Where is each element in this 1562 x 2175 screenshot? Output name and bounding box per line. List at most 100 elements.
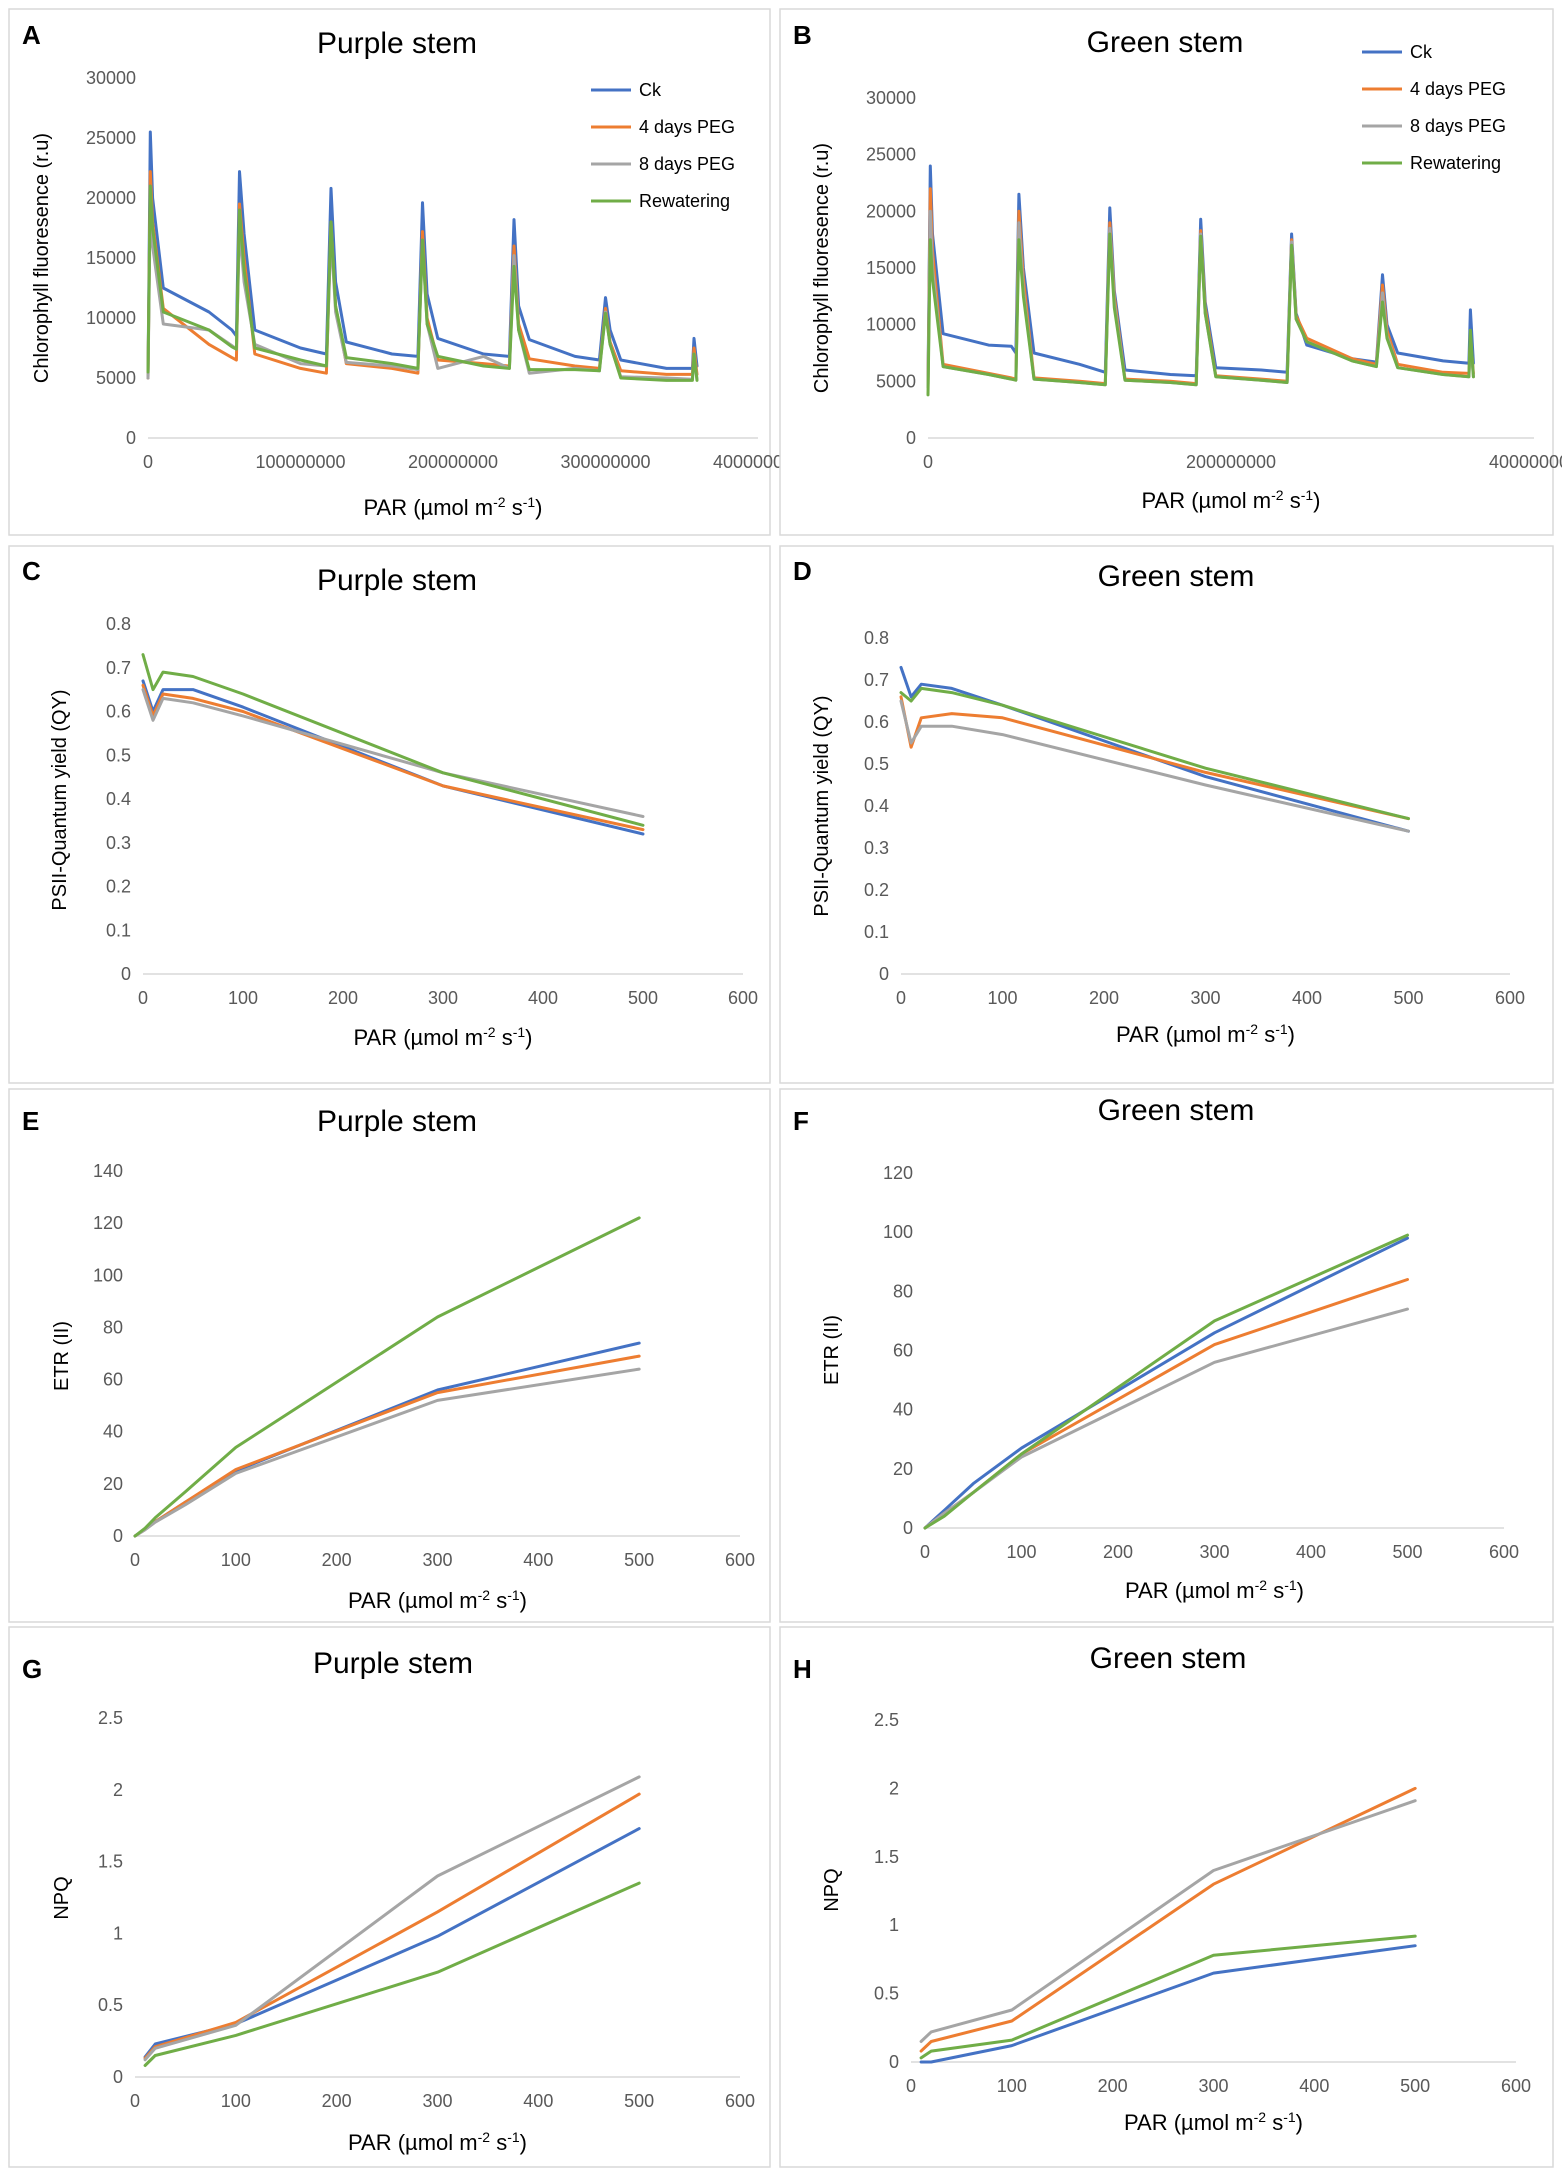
y-tick-label: 60 [893,1341,913,1361]
y-tick-label: 0 [906,428,916,448]
chart-title: Purple stem [317,27,477,60]
panel-border [8,1626,771,2168]
chart-title: Green stem [1098,1094,1255,1127]
x-axis-label-part: -1 [507,2129,520,2145]
series-line-4-days-peg [899,695,1410,821]
panel-letter: D [793,556,812,586]
y-tick-label: 80 [103,1317,123,1337]
y-axis-label: ETR (II) [51,1321,73,1391]
y-tick-label: 60 [103,1370,123,1390]
panel-border [8,8,771,536]
x-axis-label-part: ) [1297,1578,1304,1603]
y-tick-label: 0.5 [98,1995,123,2015]
x-axis-label-part: ) [1296,2110,1303,2135]
x-tick-label: 200 [322,2091,352,2111]
panel-g: G Purple stem 0 0.5 1 1.5 2 2.5 0 100 200 300 400 500… [8,1626,771,2168]
x-axis-label-part: PAR (µmol m [348,2130,478,2155]
x-tick-label: 100 [221,2091,251,2111]
y-tick-label: 30000 [86,68,136,88]
y-tick-label: 0 [879,964,889,984]
series-line-ck [919,1944,1417,2064]
x-tick-label: 100 [228,988,258,1008]
y-tick-label: 20000 [866,201,916,221]
x-tick-label: 100 [221,1550,251,1570]
x-axis-label-part: s [506,495,523,520]
x-tick-label: 300 [428,988,458,1008]
y-tick-label: 120 [883,1163,913,1183]
y-tick-label: 0 [903,1518,913,1538]
x-axis-label-part: ) [520,1588,527,1613]
series-line-rewatering [133,1216,641,1538]
x-axis-label-part: PAR (µmol m [1116,1022,1246,1047]
series-line-8-days-peg [899,699,1410,833]
panel-border [8,545,771,1084]
y-axis-label: ETR (II) [821,1315,843,1385]
y-tick-label: 0.4 [864,796,889,816]
x-tick-label: 400 [1296,1542,1326,1562]
x-axis-label-part: PAR (µmol m [354,1025,484,1050]
y-tick-label: 2.5 [98,1708,123,1728]
y-tick-label: 25000 [86,128,136,148]
panel-e: E Purple stem 0 20 40 60 80 100 120 140 0 100 200 300… [8,1088,771,1623]
x-tick-label: 0 [923,452,933,472]
series-line-rewatering [143,1881,641,2067]
y-tick-label: 0.5 [874,1984,899,2004]
y-tick-label: 0 [113,1526,123,1546]
x-axis-label-part: PAR (µmol m [1124,2110,1254,2135]
x-tick-label: 100000000 [255,452,345,472]
x-axis-label-part: s [496,1025,513,1050]
y-tick-label: 20 [103,1474,123,1494]
x-axis-label-part: PAR (µmol m [364,495,494,520]
x-axis-label-part: -2 [483,1024,496,1040]
y-tick-label: 5000 [876,371,916,391]
panel-border [8,1088,771,1623]
x-tick-label: 0 [130,1550,140,1570]
series-line-8-days-peg [143,1775,641,2062]
y-tick-label: 0.1 [106,920,131,940]
x-tick-label: 500 [1393,988,1423,1008]
y-tick-label: 0.8 [106,614,131,634]
legend-label: Ck [639,80,662,100]
panel-letter: E [22,1106,39,1136]
legend-label: Ck [1410,42,1433,62]
x-axis-label: PAR (µmol m-2 s-1) [364,494,543,520]
legend-label: 8 days PEG [639,154,735,174]
y-tick-label: 0 [121,964,131,984]
x-tick-label: 600 [725,2091,755,2111]
chart-title: Purple stem [313,1647,473,1680]
x-tick-label: 200000000 [1186,452,1276,472]
x-axis-label: PAR (µmol m-2 s-1) [1116,1021,1295,1047]
x-axis-label-part: -1 [1301,487,1314,503]
x-tick-label: 500 [628,988,658,1008]
x-tick-label: 400 [523,2091,553,2111]
x-tick-label: 0 [138,988,148,1008]
y-tick-label: 0.5 [106,745,131,765]
x-axis-label-part: PAR (µmol m [1125,1578,1255,1603]
x-tick-label: 300 [1199,1542,1229,1562]
x-tick-label: 500 [1400,2076,1430,2096]
y-tick-label: 1.5 [874,1847,899,1867]
y-tick-label: 1 [113,1923,123,1943]
series-line-rewatering [919,1934,1417,2060]
legend-label: 4 days PEG [1410,79,1506,99]
y-tick-label: 2.5 [874,1710,899,1730]
y-tick-label: 0.3 [864,838,889,858]
chart-title: Green stem [1087,26,1244,59]
y-tick-label: 100 [93,1265,123,1285]
x-tick-label: 500 [624,1550,654,1570]
y-axis-label: NPQ [821,1868,843,1911]
y-tick-label: 15000 [86,248,136,268]
y-tick-label: 0.3 [106,833,131,853]
legend-label: 4 days PEG [639,117,735,137]
y-tick-label: 140 [93,1161,123,1181]
x-tick-label: 300 [1198,2076,1228,2096]
y-tick-label: 0.6 [106,702,131,722]
panel-letter: A [22,20,41,50]
y-tick-label: 100 [883,1222,913,1242]
x-tick-label: 600 [725,1550,755,1570]
x-axis-label-part: s [1284,488,1301,513]
x-axis-label-part: -1 [513,1024,526,1040]
x-axis-label: PAR (µmol m-2 s-1) [1142,487,1321,513]
chart-title: Green stem [1098,560,1255,593]
